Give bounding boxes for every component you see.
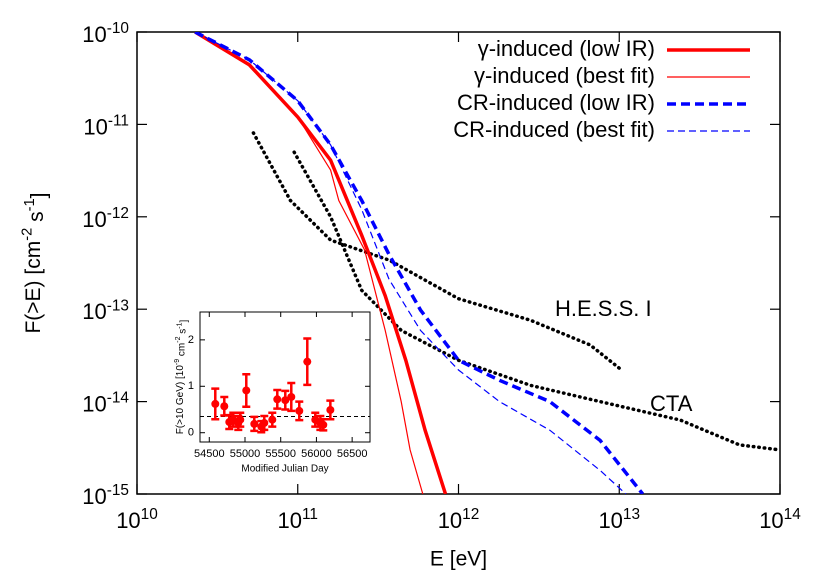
- legend-label: γ-induced (low IR): [478, 36, 655, 61]
- inset-x-tick-label: 55500: [265, 448, 296, 460]
- y-tick-label: 10-11: [83, 113, 129, 140]
- data-point: [326, 405, 335, 414]
- inset-y-axis-label: F(>10 GeV) [10-9 cm-2 s-1]: [174, 319, 190, 434]
- line: [194, 32, 627, 494]
- line: [194, 32, 645, 494]
- inset-x-tick-label: 56000: [301, 448, 332, 460]
- data-point: [268, 415, 277, 424]
- inset-y-tick-label: 2: [188, 334, 194, 346]
- data-point: [287, 392, 296, 401]
- data-point: [260, 418, 269, 427]
- y-axis-label: F(>E) [cm-2 s-1]: [19, 192, 50, 333]
- line: [194, 32, 424, 494]
- x-tick-label: 1010: [116, 506, 158, 533]
- x-axis-label: E [eV]: [430, 548, 487, 571]
- inset-x-tick-label: 54500: [194, 448, 225, 460]
- data-point: [273, 395, 282, 404]
- sensitivity-curve: [251, 131, 622, 370]
- y-tick-label: 10-15: [82, 482, 129, 509]
- y-tick-label: 10-10: [82, 20, 129, 47]
- data-point: [220, 402, 229, 411]
- x-tick-label: 1011: [278, 506, 318, 533]
- data-point: [236, 415, 245, 424]
- inset-y-tick-label: 1: [188, 380, 194, 392]
- data-point: [281, 396, 290, 405]
- inset-x-tick-label: 56500: [337, 448, 368, 460]
- data-point: [211, 399, 220, 408]
- y-tick-label: 10-14: [82, 390, 129, 417]
- y-tick-label: 10-12: [82, 205, 129, 232]
- sensitivity-curve: [292, 150, 780, 452]
- x-tick-label: 1012: [438, 506, 480, 533]
- legend-label: CR-induced (best fit): [453, 117, 655, 142]
- inset-y-tick-label: 0: [188, 427, 194, 439]
- inset-x-tick-label: 55000: [230, 448, 261, 460]
- data-point: [303, 357, 312, 366]
- curve-label: CTA: [650, 391, 693, 416]
- legend-label: γ-induced (best fit): [474, 63, 655, 88]
- inset-x-axis-label: Modified Julian Day: [241, 464, 328, 475]
- legend-label: CR-induced (low IR): [457, 90, 655, 115]
- x-tick-label: 1014: [759, 506, 801, 533]
- y-tick-label: 10-13: [82, 297, 129, 324]
- curve-label: H.E.S.S. I: [555, 296, 652, 321]
- data-point: [250, 419, 259, 428]
- x-tick-label: 1013: [598, 506, 640, 533]
- data-point: [242, 386, 251, 395]
- data-point: [295, 406, 304, 415]
- data-point: [319, 420, 328, 429]
